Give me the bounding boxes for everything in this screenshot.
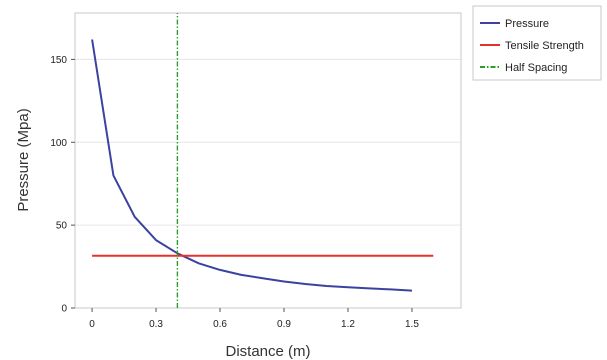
x-axis-title: Distance (m) — [225, 343, 310, 360]
series-line-pressure — [91, 39, 413, 292]
y-tick-label: 50 — [56, 221, 68, 232]
y-axis-title: Pressure (Mpa) — [15, 108, 32, 211]
legend: Pressure Tensile Strength Half Spacing — [472, 5, 602, 81]
legend-label-tensile-strength: Tensile Strength — [505, 40, 584, 52]
y-tick-label: 150 — [50, 55, 67, 66]
x-tick-label: 0.6 — [213, 319, 227, 330]
x-tick-label: 1.5 — [405, 319, 419, 330]
y-tick-label: 0 — [61, 304, 67, 315]
legend-label-half-spacing: Half Spacing — [505, 62, 567, 74]
x-tick-label: 0 — [89, 319, 95, 330]
tick-layer: 0 50 100 150 0 0.3 0.6 0.9 1.2 1.5 — [50, 55, 419, 330]
y-tick-label: 100 — [50, 138, 67, 149]
plot-frame — [74, 12, 462, 309]
x-tick-label: 0.9 — [277, 319, 291, 330]
legend-label-pressure: Pressure — [505, 18, 549, 30]
x-tick-label: 1.2 — [341, 319, 355, 330]
x-tick-label: 0.3 — [149, 319, 163, 330]
series-layer — [91, 13, 434, 308]
grid-layer — [75, 58, 461, 226]
